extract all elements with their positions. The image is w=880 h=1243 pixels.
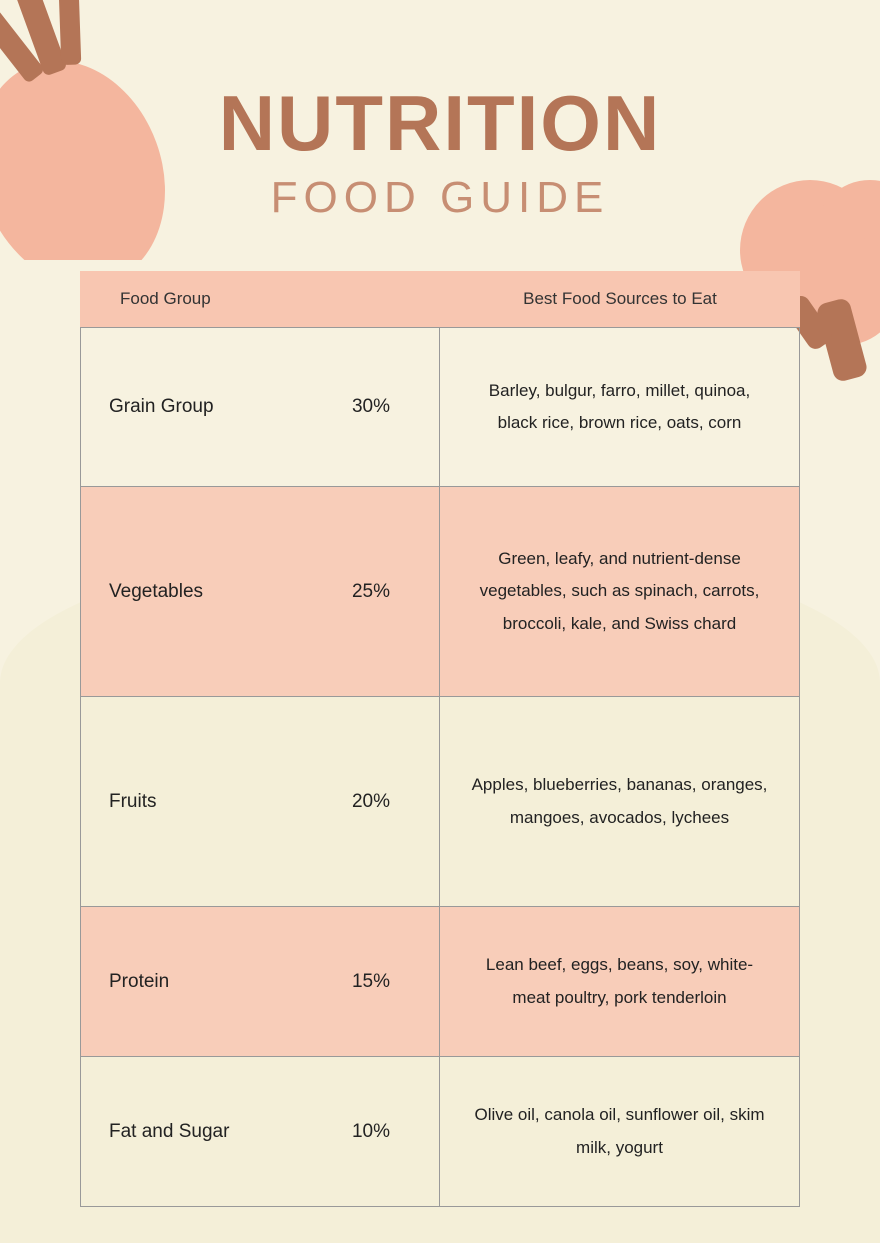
food-group-percent: 25% <box>331 581 411 603</box>
food-group-name: Protein <box>109 971 331 993</box>
cell-food-group: Protein15% <box>81 907 440 1056</box>
column-header-sources: Best Food Sources to Eat <box>440 289 800 309</box>
header: NUTRITION FOOD GUIDE <box>0 0 880 223</box>
food-group-name: Grain Group <box>109 396 331 418</box>
cell-food-sources: Green, leafy, and nutrient-dense vegetab… <box>440 487 799 696</box>
page-title: NUTRITION <box>0 78 880 169</box>
food-group-percent: 20% <box>331 791 411 813</box>
page-subtitle: FOOD GUIDE <box>0 173 880 223</box>
cell-food-sources: Lean beef, eggs, beans, soy, white-meat … <box>440 907 799 1056</box>
cell-food-group: Vegetables25% <box>81 487 440 696</box>
column-header-food-group: Food Group <box>80 289 440 309</box>
table-header-row: Food Group Best Food Sources to Eat <box>80 271 800 327</box>
table-row: Grain Group30%Barley, bulgur, farro, mil… <box>80 327 800 487</box>
cell-food-sources: Apples, blueberries, bananas, oranges, m… <box>440 697 799 906</box>
table-row: Fat and Sugar10%Olive oil, canola oil, s… <box>80 1057 800 1207</box>
food-group-percent: 30% <box>331 396 411 418</box>
cell-food-group: Fat and Sugar10% <box>81 1057 440 1206</box>
table-row: Fruits20%Apples, blueberries, bananas, o… <box>80 697 800 907</box>
cell-food-group: Fruits20% <box>81 697 440 906</box>
cell-food-sources: Barley, bulgur, farro, millet, quinoa, b… <box>440 328 799 486</box>
table-row: Protein15%Lean beef, eggs, beans, soy, w… <box>80 907 800 1057</box>
food-group-percent: 10% <box>331 1121 411 1143</box>
food-group-name: Vegetables <box>109 581 331 603</box>
nutrition-table: Food Group Best Food Sources to Eat Grai… <box>80 271 800 1207</box>
food-group-name: Fat and Sugar <box>109 1121 331 1143</box>
cell-food-sources: Olive oil, canola oil, sunflower oil, sk… <box>440 1057 799 1206</box>
cell-food-group: Grain Group30% <box>81 328 440 486</box>
food-group-percent: 15% <box>331 971 411 993</box>
table-row: Vegetables25%Green, leafy, and nutrient-… <box>80 487 800 697</box>
food-group-name: Fruits <box>109 791 331 813</box>
